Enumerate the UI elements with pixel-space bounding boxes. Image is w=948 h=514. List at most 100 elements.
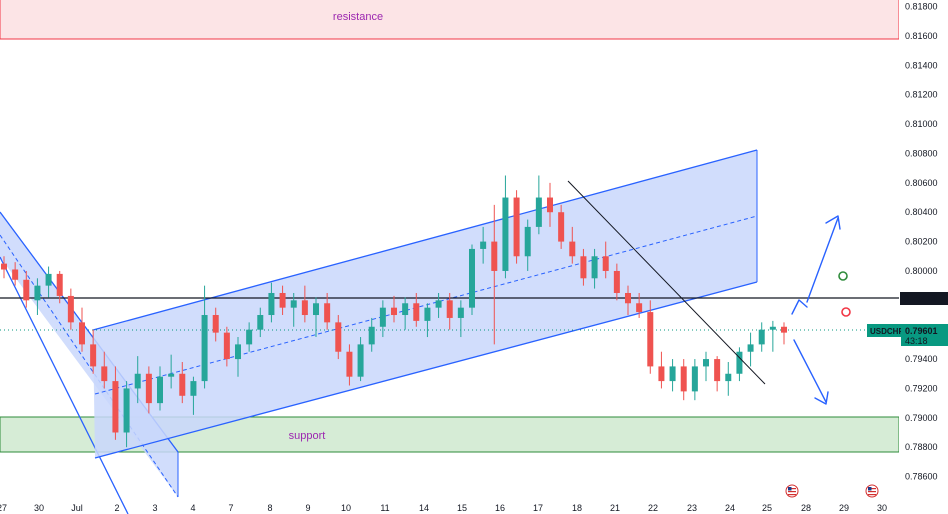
- candlestick-series[interactable]: [1, 175, 787, 448]
- candle-body: [324, 303, 331, 323]
- price-tick-label: 0.78800: [905, 442, 938, 452]
- time-tick-label: 15: [457, 503, 467, 513]
- price-tick-label: 0.81400: [905, 60, 938, 70]
- candle-body: [613, 270, 620, 293]
- flag-icon[interactable]: [785, 484, 799, 498]
- trend-line[interactable]: [567, 180, 766, 385]
- candle: [747, 332, 754, 367]
- candle: [212, 307, 219, 342]
- candle: [279, 285, 286, 316]
- time-tick-label: 30: [34, 503, 44, 513]
- candle: [79, 307, 85, 352]
- time-tick-label: 4: [190, 503, 195, 513]
- candle-body: [101, 366, 108, 382]
- candle-body: [79, 322, 85, 345]
- candle-body: [112, 381, 119, 433]
- candle: [1, 256, 7, 279]
- time-tick-label: 18: [572, 503, 582, 513]
- flag-icon[interactable]: [865, 484, 879, 498]
- last-price-value: 0.79601: [905, 326, 938, 336]
- candle: [56, 270, 63, 304]
- time-tick-label: 28: [801, 503, 811, 513]
- candle-body: [1, 263, 7, 270]
- candle-body: [602, 256, 609, 271]
- candle: [647, 300, 654, 374]
- time-tick-label: 3: [152, 503, 157, 513]
- candle-body: [123, 388, 130, 433]
- descending-channel-lower-line[interactable]: [0, 256, 129, 514]
- candle: [23, 270, 30, 308]
- candle-body: [402, 303, 409, 316]
- candle: [524, 219, 531, 271]
- candle-body: [223, 332, 230, 360]
- candle-body: [413, 303, 420, 321]
- key-level-value: 0.79819: [904, 294, 937, 304]
- candle-body: [491, 241, 498, 271]
- price-tick-label: 0.81800: [905, 2, 938, 12]
- candle-body: [201, 315, 208, 382]
- price-tick-label: 0.80600: [905, 178, 938, 188]
- candle-body: [424, 307, 431, 321]
- time-tick-label: 25: [762, 503, 772, 513]
- candle: [235, 337, 241, 377]
- bullish-arrow: [806, 217, 839, 303]
- ascending-channel-lower-line[interactable]: [94, 281, 758, 459]
- candle: [680, 359, 687, 401]
- candle-body: [558, 212, 565, 242]
- candle: [491, 204, 498, 345]
- candle-body: [34, 285, 41, 301]
- time-tick-label: 17: [533, 503, 543, 513]
- candle: [769, 320, 776, 352]
- candle: [335, 315, 342, 360]
- candle: [691, 359, 698, 401]
- time-tick-label: 27: [0, 503, 7, 513]
- candle-body: [769, 326, 776, 330]
- candle: [413, 292, 420, 327]
- candle: [190, 376, 197, 415]
- ascending-channel-fill[interactable]: [93, 150, 757, 458]
- forecast-zigzag: [791, 299, 808, 315]
- green-target-marker[interactable]: [838, 271, 848, 281]
- candle: [513, 190, 520, 264]
- candle: [781, 322, 787, 345]
- candle-body: [246, 329, 253, 345]
- candle: [480, 226, 487, 264]
- candle-body: [56, 273, 63, 296]
- candle: [179, 362, 186, 404]
- candle: [346, 344, 353, 386]
- candle-body: [580, 256, 587, 279]
- resistance-zone[interactable]: [0, 0, 900, 40]
- candle-body: [535, 197, 542, 227]
- candle-body: [435, 300, 442, 308]
- candle: [145, 366, 152, 414]
- candle: [268, 282, 275, 323]
- price-tick-label: 0.81000: [905, 119, 938, 129]
- candle-body: [279, 292, 286, 308]
- candle: [714, 356, 721, 392]
- candle: [45, 266, 52, 298]
- time-axis-ticks: 2730Jul234789101114151617182122232425282…: [0, 503, 887, 513]
- forecast-arrows[interactable]: [791, 215, 841, 405]
- candle: [547, 182, 553, 227]
- candle-body: [235, 344, 241, 360]
- candle: [457, 300, 464, 338]
- candle: [368, 317, 375, 352]
- price-axis[interactable]: [899, 0, 948, 514]
- candle: [379, 300, 386, 338]
- candle-body: [23, 279, 30, 301]
- red-target-marker[interactable]: [841, 307, 851, 317]
- ascending-channel-upper-line[interactable]: [92, 149, 758, 331]
- bearish-arrow-head: [814, 391, 829, 405]
- candle-body: [446, 300, 453, 318]
- candle: [168, 354, 175, 389]
- candle: [580, 248, 587, 286]
- candle-body: [335, 322, 342, 352]
- time-tick-label: 14: [419, 503, 429, 513]
- candle-body: [781, 326, 787, 333]
- candle: [157, 366, 163, 411]
- candle-body: [703, 359, 709, 367]
- resistance-label: resistance: [333, 11, 383, 23]
- candle-body: [658, 366, 665, 382]
- candle: [67, 288, 74, 330]
